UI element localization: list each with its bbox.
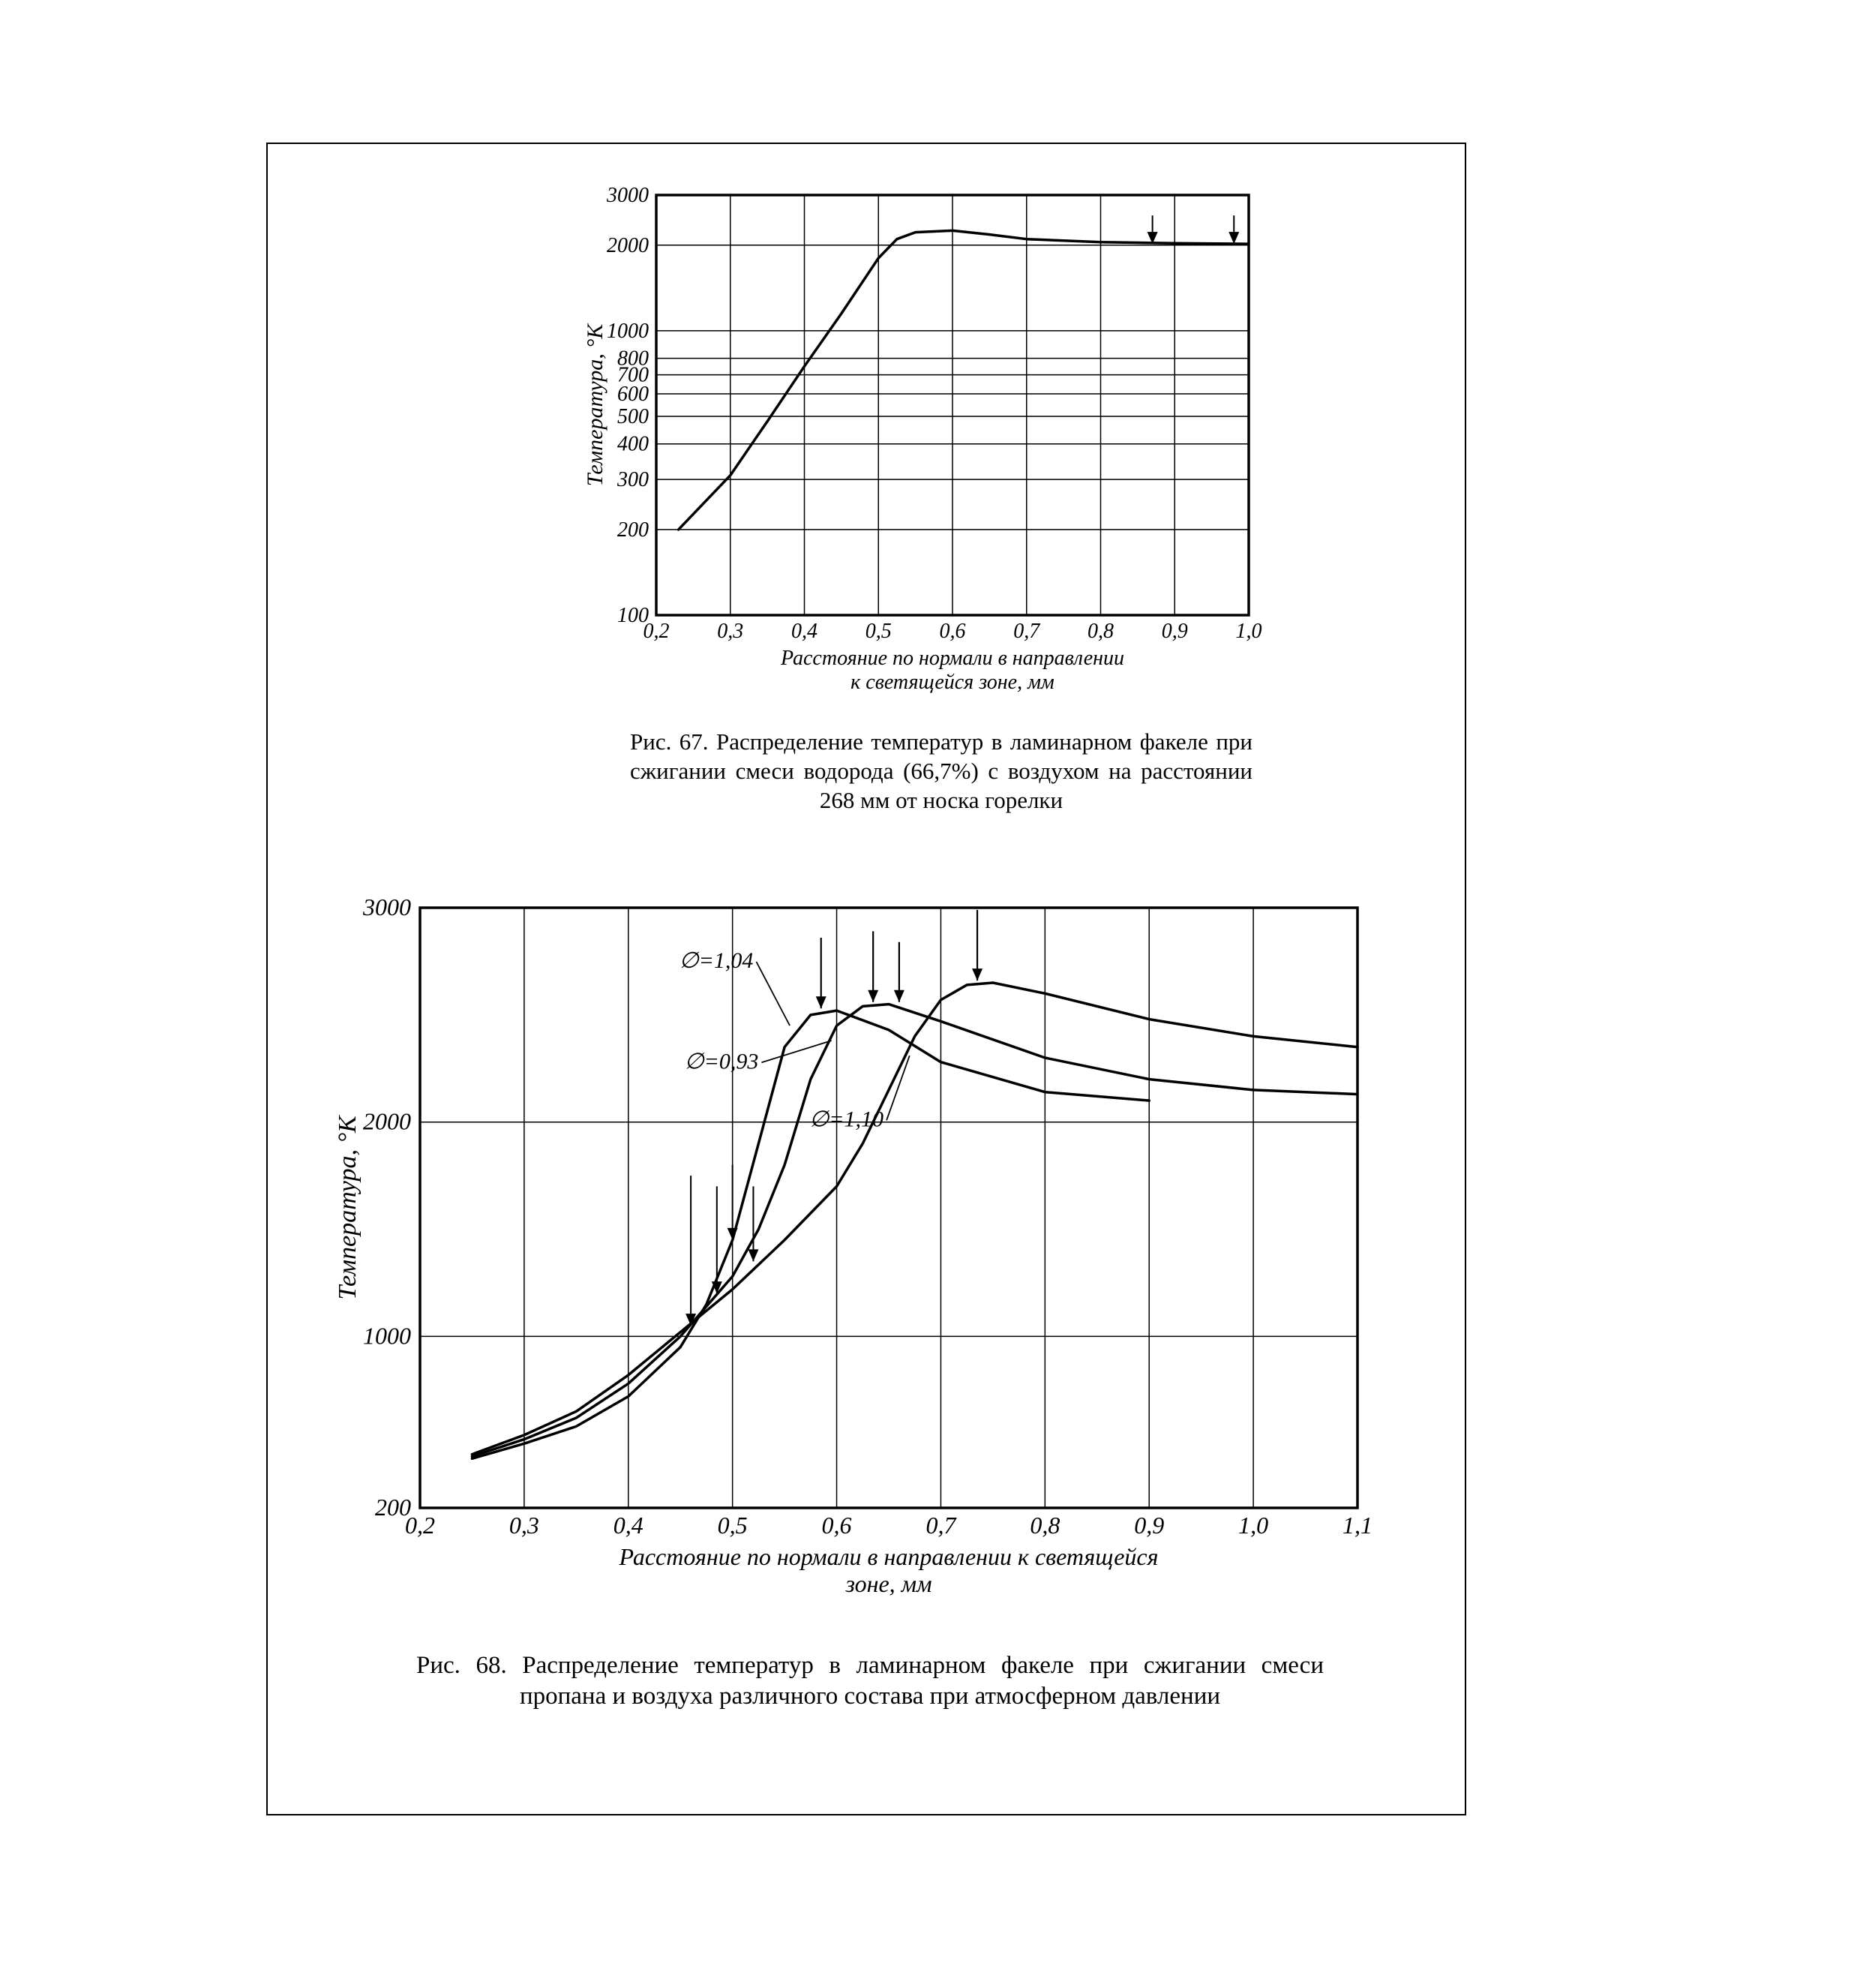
svg-text:0,5: 0,5 (866, 620, 892, 643)
svg-text:3000: 3000 (606, 184, 649, 207)
svg-text:∅=1,04: ∅=1,04 (680, 948, 754, 973)
svg-text:∅=1,10: ∅=1,10 (809, 1107, 884, 1131)
svg-text:2000: 2000 (363, 1108, 411, 1135)
svg-text:1000: 1000 (363, 1322, 411, 1349)
svg-text:0,6: 0,6 (822, 1512, 852, 1539)
svg-text:0,8: 0,8 (1030, 1512, 1060, 1539)
svg-text:1,0: 1,0 (1236, 620, 1262, 643)
svg-text:1,0: 1,0 (1238, 1512, 1268, 1539)
svg-text:1,1: 1,1 (1342, 1512, 1372, 1539)
caption-68-text: Рис. 68. Распределение температур в лами… (416, 1652, 1324, 1710)
caption-67: Рис. 67. Распределение температур в лами… (630, 728, 1252, 815)
svg-text:2000: 2000 (607, 234, 649, 257)
chart-67: 0,20,30,40,50,60,70,80,91,01002003004005… (570, 173, 1312, 713)
svg-text:500: 500 (617, 405, 649, 428)
svg-text:3000: 3000 (362, 893, 411, 920)
svg-text:Расстояние по нормали в направ: Расстояние по нормали в направлении к св… (619, 1543, 1159, 1570)
svg-text:к светящейся зоне, мм: к светящейся зоне, мм (850, 671, 1054, 694)
svg-text:0,7: 0,7 (926, 1512, 957, 1539)
svg-text:0,6: 0,6 (940, 620, 966, 643)
svg-text:0,7: 0,7 (1013, 620, 1040, 643)
chart-68: ∅=1,04∅=0,93∅=1,100,20,30,40,50,60,70,80… (322, 885, 1440, 1628)
svg-text:100: 100 (617, 604, 649, 627)
svg-text:400: 400 (617, 433, 649, 456)
svg-text:1000: 1000 (607, 320, 649, 343)
svg-text:800: 800 (617, 347, 649, 371)
svg-text:∅=0,93: ∅=0,93 (684, 1049, 758, 1074)
svg-text:0,9: 0,9 (1134, 1512, 1164, 1539)
svg-text:300: 300 (616, 468, 649, 491)
svg-text:0,9: 0,9 (1162, 620, 1188, 643)
svg-text:0,4: 0,4 (791, 620, 818, 643)
svg-text:200: 200 (375, 1494, 411, 1521)
svg-text:0,4: 0,4 (614, 1512, 644, 1539)
svg-text:0,8: 0,8 (1088, 620, 1114, 643)
svg-text:200: 200 (617, 518, 649, 542)
svg-text:зоне, мм: зоне, мм (845, 1570, 932, 1597)
svg-text:Расстояние по нормали в направ: Расстояние по нормали в направлении (780, 647, 1124, 670)
svg-text:Температура, °К: Температура, °К (334, 1114, 362, 1300)
page: 0,20,30,40,50,60,70,80,91,01002003004005… (0, 0, 1872, 1988)
svg-text:0,5: 0,5 (718, 1512, 748, 1539)
caption-67-text: Рис. 67. Распределение температур в лами… (630, 728, 1252, 813)
svg-text:0,3: 0,3 (509, 1512, 539, 1539)
svg-text:Температура, °К: Температура, °К (583, 323, 608, 486)
svg-text:0,3: 0,3 (717, 620, 743, 643)
caption-68: Рис. 68. Распределение температур в лами… (416, 1650, 1324, 1713)
